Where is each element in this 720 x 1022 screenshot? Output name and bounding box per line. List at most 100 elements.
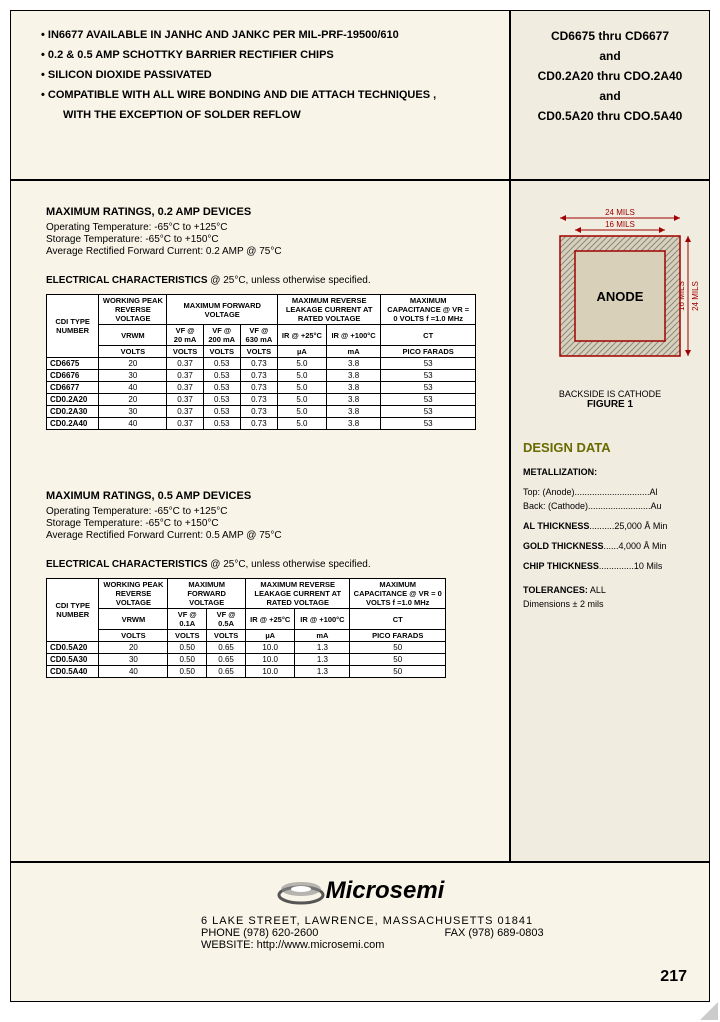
table-cell: 5.0: [277, 358, 326, 370]
part-line: CD0.2A20 thru CDO.2A40: [519, 69, 701, 83]
table-cell: 53: [381, 406, 476, 418]
th: VF @ 0.1A: [168, 609, 207, 630]
part-line: and: [519, 89, 701, 103]
table-cell: 40: [99, 382, 167, 394]
ec1-title: ELECTRICAL CHARACTERISTICS @ 25°C, unles…: [46, 275, 494, 286]
company-name: Microsemi: [326, 877, 445, 905]
bullet: IN6677 AVAILABLE IN JANHC AND JANKC PER …: [41, 29, 499, 41]
th: VOLTS: [167, 346, 203, 358]
th: MAXIMUM CAPACITANCE @ VR = 0 VOLTS f =1.…: [350, 579, 446, 609]
chip-diagram: 24 MILS 16 MILS 24 MILS 16 MILS: [530, 206, 690, 379]
th: VOLTS: [99, 346, 167, 358]
th: VOLTS: [240, 346, 277, 358]
table-cell: 40: [99, 418, 167, 430]
footer-section: Microsemi 6 LAKE STREET, LAWRENCE, MASSA…: [11, 861, 709, 1001]
design-tol: TOLERANCES: ALL: [523, 585, 697, 595]
table-cell: 30: [99, 654, 168, 666]
table-cell: 0.37: [167, 394, 203, 406]
ratings05-sttemp: Storage Temperature: -65°C to +150°C: [46, 518, 494, 529]
th: WORKING PEAK REVERSE VOLTAGE: [99, 579, 168, 609]
table-cell: 0.37: [167, 358, 203, 370]
table-cell: 0.65: [207, 654, 246, 666]
table-cell: 50: [350, 642, 446, 654]
table-cell: 30: [99, 370, 167, 382]
th: VF @ 20 mA: [167, 325, 203, 346]
bullet: SILICON DIOXIDE PASSIVATED: [41, 69, 499, 81]
table-cell: 3.8: [326, 418, 380, 430]
th: CDI TYPE NUMBER: [47, 295, 99, 358]
ec2-title: ELECTRICAL CHARACTERISTICS @ 25°C, unles…: [46, 559, 494, 570]
table-cell: 53: [381, 394, 476, 406]
ratings02-optemp: Operating Temperature: -65°C to +125°C: [46, 222, 494, 233]
table-cell: 0.65: [207, 642, 246, 654]
th: VOLTS: [203, 346, 240, 358]
table-row: CD0.5A20200.500.6510.01.350: [47, 642, 446, 654]
anode-label: ANODE: [597, 289, 644, 304]
table-row: CD0.2A40400.370.530.735.03.853: [47, 418, 476, 430]
th: CT: [381, 325, 476, 346]
ratings02-sttemp: Storage Temperature: -65°C to +150°C: [46, 234, 494, 245]
fig-c2: FIGURE 1: [587, 399, 633, 410]
table-cell: 0.73: [240, 358, 277, 370]
design-tol2: Dimensions ± 2 mils: [523, 599, 697, 609]
body-left: MAXIMUM RATINGS, 0.2 AMP DEVICES Operati…: [11, 181, 509, 861]
table-cell: 0.53: [203, 394, 240, 406]
table-cell: 53: [381, 382, 476, 394]
table-cell: 20: [99, 394, 167, 406]
header-bullets: IN6677 AVAILABLE IN JANHC AND JANKC PER …: [11, 11, 509, 179]
table-cell: CD0.2A40: [47, 418, 99, 430]
table-cell: 0.73: [240, 394, 277, 406]
table-cell: 0.37: [167, 370, 203, 382]
design-al: AL THICKNESS..........25,000 Å Min: [523, 521, 697, 531]
table-cell: 3.8: [326, 370, 380, 382]
part-line: CD6675 thru CD6677: [519, 29, 701, 43]
th: MAXIMUM FORWARD VOLTAGE: [168, 579, 246, 609]
th: MAXIMUM REVERSE LEAKAGE CURRENT AT RATED…: [277, 295, 380, 325]
design-gold: GOLD THICKNESS......4,000 Å Min: [523, 541, 697, 551]
th: IR @ +25°C: [277, 325, 326, 346]
th: VOLTS: [99, 630, 168, 642]
table-cell: CD6675: [47, 358, 99, 370]
fig-caption: BACKSIDE IS CATHODE FIGURE 1: [523, 389, 697, 410]
table-cell: 5.0: [277, 418, 326, 430]
table-cell: CD0.5A20: [47, 642, 99, 654]
th: CT: [350, 609, 446, 630]
page-corner-fold: [700, 1002, 718, 1020]
dim-label: 24 MILS: [605, 208, 635, 217]
th: IR @ +100°C: [326, 325, 380, 346]
design-top: Top: (Anode)............................…: [523, 487, 697, 497]
table-row: CD0.5A30300.500.6510.01.350: [47, 654, 446, 666]
th: VF @ 630 mA: [240, 325, 277, 346]
table-row: CD6676300.370.530.735.03.853: [47, 370, 476, 382]
table-cell: 0.73: [240, 418, 277, 430]
logo-row: Microsemi: [31, 875, 689, 907]
th: IR @ +25°C: [246, 609, 295, 630]
ec1-table: CDI TYPE NUMBER WORKING PEAK REVERSE VOL…: [46, 294, 476, 430]
table-cell: 3.8: [326, 382, 380, 394]
th: IR @ +100°C: [295, 609, 350, 630]
table-cell: CD0.5A30: [47, 654, 99, 666]
bullet-cont: WITH THE EXCEPTION OF SOLDER REFLOW: [41, 109, 499, 121]
ec2-title-n: @ 25°C, unless otherwise specified.: [207, 559, 370, 570]
design-chip: CHIP THICKNESS..............10 Mils: [523, 561, 697, 571]
bullet: COMPATIBLE WITH ALL WIRE BONDING AND DIE…: [41, 89, 499, 101]
table-cell: 0.50: [168, 666, 207, 678]
table-row: CD0.5A40400.500.6510.01.350: [47, 666, 446, 678]
footer-addr: 6 LAKE STREET, LAWRENCE, MASSACHUSETTS 0…: [201, 915, 689, 927]
table-cell: 30: [99, 406, 167, 418]
table-row: CD6675200.370.530.735.03.853: [47, 358, 476, 370]
th: VF @ 200 mA: [203, 325, 240, 346]
table-cell: 53: [381, 358, 476, 370]
th: PICO FARADS: [381, 346, 476, 358]
part-line: and: [519, 49, 701, 63]
footer-web: WEBSITE: http://www.microsemi.com: [201, 939, 689, 951]
th: VF @ 0.5A: [207, 609, 246, 630]
table-cell: 0.53: [203, 370, 240, 382]
footer-phone-fax: PHONE (978) 620-2600 FAX (978) 689-0803: [201, 927, 689, 939]
table-cell: 0.73: [240, 370, 277, 382]
table-cell: 10.0: [246, 666, 295, 678]
table-cell: CD6677: [47, 382, 99, 394]
table-cell: 10.0: [246, 654, 295, 666]
ratings02-title: MAXIMUM RATINGS, 0.2 AMP DEVICES: [46, 206, 494, 218]
table-cell: 0.53: [203, 382, 240, 394]
